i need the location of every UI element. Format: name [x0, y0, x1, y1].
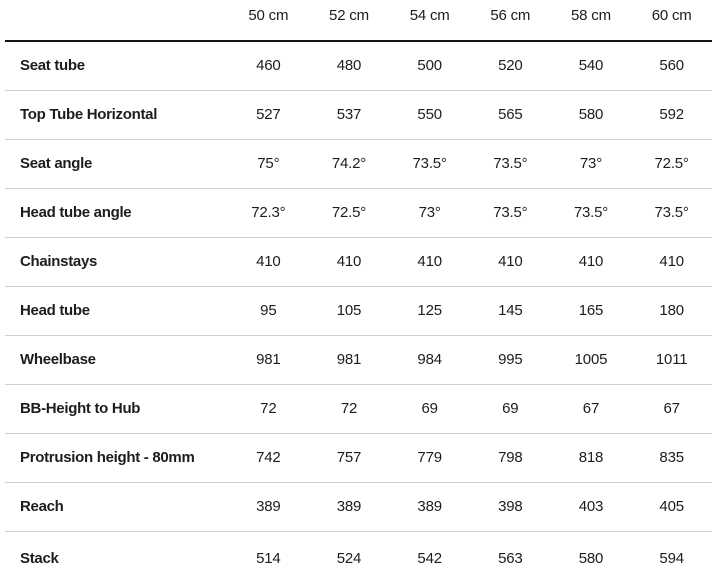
value-cell: 1005: [574, 351, 608, 368]
column-header-54cm: 54 cm: [389, 0, 470, 42]
value-cell: 984: [417, 351, 442, 368]
header-row: 50 cm 52 cm 54 cm 56 cm 58 cm 60 cm: [5, 0, 712, 42]
column-header-56cm: 56 cm: [469, 0, 551, 42]
table-row: Top Tube Horizontal 527 537 550 565 580 592: [5, 90, 712, 139]
value-cell: 73.5°: [412, 155, 447, 172]
value-cell: 69: [421, 400, 438, 417]
value-cell: 389: [417, 498, 442, 515]
header-corner-cell: [5, 0, 228, 42]
geometry-table: 50 cm 52 cm 54 cm 56 cm 58 cm 60 cm Seat…: [5, 0, 712, 585]
value-cell: 779: [417, 449, 442, 466]
value-cell: 73°: [418, 204, 441, 221]
value-cell: 403: [578, 498, 604, 515]
row-label: Seat tube: [20, 57, 85, 75]
value-cell: 73°: [579, 155, 602, 172]
table-row: Protrusion height - 80mm 742 757 779 798 818 8…: [5, 433, 712, 482]
value-cell: 480: [336, 57, 362, 75]
value-cell: 835: [659, 449, 684, 466]
value-cell: 72.5°: [654, 155, 689, 172]
value-cell: 527: [256, 106, 281, 123]
table-row: BB-Height to Hub 72 72 69 69 67 67: [5, 384, 712, 433]
table-row: Reach 389 389 389 398 403 405: [5, 482, 712, 531]
value-cell: 524: [336, 549, 362, 567]
value-cell: 105: [336, 302, 362, 319]
table-body: Seat tube 460 480 500 520 540 560 Top Tube Hori…: [5, 41, 712, 585]
value-cell: 537: [336, 106, 362, 123]
table-row: Seat angle 75° 74.2° 73.5° 73.5° 73° 72.5°: [5, 139, 712, 188]
value-cell: 742: [256, 449, 281, 466]
value-cell: 95: [260, 302, 277, 319]
column-header-52cm: 52 cm: [308, 0, 390, 42]
value-cell: 542: [417, 549, 442, 567]
value-cell: 514: [256, 549, 281, 567]
row-label: Chainstays: [20, 253, 98, 270]
value-cell: 560: [659, 57, 684, 75]
value-cell: 72: [260, 400, 277, 417]
value-cell: 500: [417, 57, 442, 75]
value-cell: 410: [498, 253, 523, 270]
value-cell: 550: [417, 106, 442, 123]
value-cell: 73.5°: [493, 204, 528, 221]
row-label: Stack: [20, 549, 59, 567]
value-cell: 69: [502, 400, 519, 417]
value-cell: 125: [417, 302, 442, 319]
value-cell: 67: [582, 400, 600, 417]
value-cell: 72.3°: [251, 204, 286, 221]
row-label: Protrusion height - 80mm: [20, 449, 195, 466]
value-cell: 67: [663, 400, 680, 417]
value-cell: 757: [336, 449, 362, 466]
value-cell: 563: [498, 549, 523, 567]
value-cell: 389: [336, 498, 362, 515]
row-label: Seat angle: [20, 155, 93, 172]
value-cell: 410: [336, 253, 362, 270]
value-cell: 398: [498, 498, 523, 515]
value-cell: 460: [256, 57, 281, 75]
value-cell: 165: [578, 302, 604, 319]
value-cell: 540: [578, 57, 604, 75]
table-row: Seat tube 460 480 500 520 540 560: [5, 41, 712, 90]
table-row: Stack 514 524 542 563 580 594: [5, 531, 712, 585]
column-header-58cm: 58 cm: [550, 0, 632, 42]
row-label: Reach: [20, 498, 64, 515]
value-cell: 389: [256, 498, 281, 515]
value-cell: 995: [498, 351, 523, 368]
value-cell: 580: [578, 549, 604, 567]
value-cell: 410: [417, 253, 442, 270]
value-cell: 75°: [257, 155, 280, 172]
value-cell: 410: [578, 253, 604, 270]
row-label: Wheelbase: [20, 351, 96, 368]
value-cell: 410: [256, 253, 281, 270]
value-cell: 180: [659, 302, 684, 319]
row-label: Head tube angle: [20, 204, 132, 221]
value-cell: 145: [498, 302, 523, 319]
value-cell: 72.5°: [331, 204, 367, 221]
table-row: Head tube angle 72.3° 72.5° 73° 73.5° 73.5° 73…: [5, 188, 712, 237]
table-row: Chainstays 410 410 410 410 410 410: [5, 237, 712, 286]
row-label: Head tube: [20, 302, 90, 319]
value-cell: 410: [659, 253, 684, 270]
table-row: Head tube 95 105 125 145 165 180: [5, 286, 712, 335]
value-cell: 520: [498, 57, 523, 75]
table-row: Wheelbase 981 981 984 995 1005 1011: [5, 335, 712, 384]
value-cell: 405: [659, 498, 684, 515]
column-header-60cm: 60 cm: [631, 0, 712, 42]
value-cell: 74.2°: [331, 155, 367, 172]
value-cell: 580: [578, 106, 604, 123]
column-header-50cm: 50 cm: [228, 0, 309, 42]
value-cell: 798: [498, 449, 523, 466]
value-cell: 72: [340, 400, 358, 417]
value-cell: 981: [256, 351, 281, 368]
value-cell: 73.5°: [573, 204, 609, 221]
value-cell: 73.5°: [493, 155, 528, 172]
value-cell: 981: [336, 351, 362, 368]
value-cell: 565: [498, 106, 523, 123]
row-label: Top Tube Horizontal: [20, 106, 158, 123]
value-cell: 73.5°: [654, 204, 689, 221]
value-cell: 1011: [655, 351, 688, 368]
row-label: BB-Height to Hub: [20, 400, 141, 417]
value-cell: 818: [578, 449, 604, 466]
value-cell: 594: [659, 549, 684, 567]
value-cell: 592: [659, 106, 684, 123]
